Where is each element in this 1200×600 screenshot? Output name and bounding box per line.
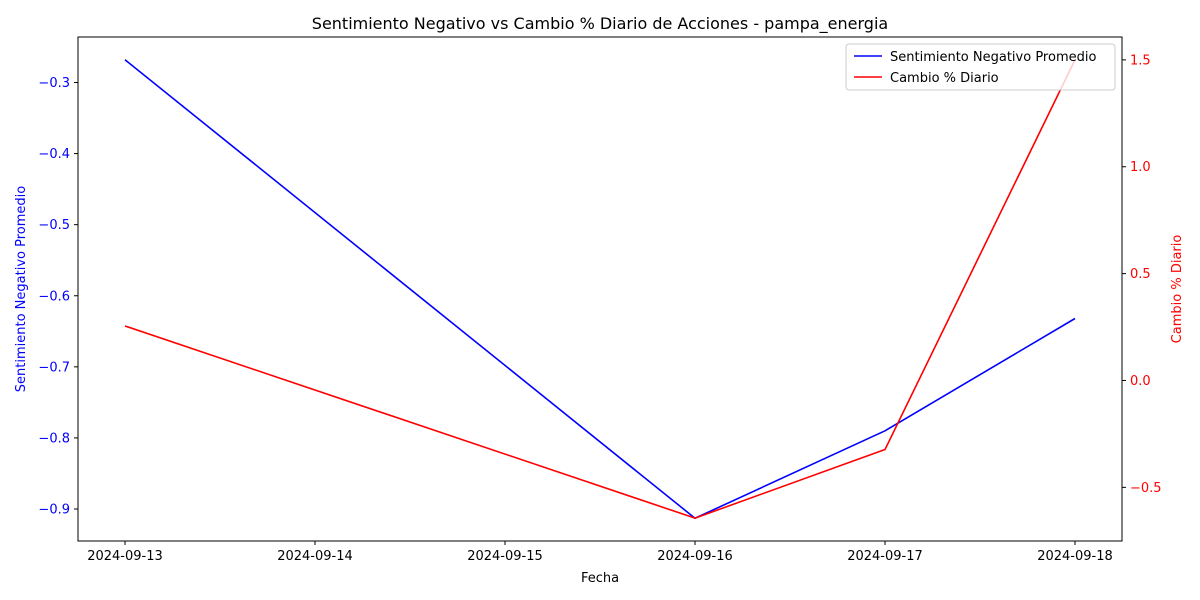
- y-right-tick-label: −0.5: [1130, 481, 1162, 496]
- x-tick-label: 2024-09-17: [847, 549, 923, 564]
- chart-title: Sentimiento Negativo vs Cambio % Diario …: [312, 14, 888, 34]
- y-axis-right-label: Cambio % Diario: [1170, 235, 1185, 344]
- y-left-tick-label: −0.4: [38, 147, 70, 162]
- legend: Sentimiento Negativo Promedio Cambio % Di…: [845, 43, 1116, 91]
- legend-label: Sentimiento Negativo Promedio: [890, 50, 1096, 65]
- x-axis-label: Fecha: [581, 571, 619, 586]
- y-left-tick-label: −0.9: [38, 503, 70, 518]
- y-left-tick-label: −0.3: [38, 76, 70, 91]
- plot-frame: [77, 36, 1123, 542]
- y-left-tick-label: −0.6: [38, 289, 70, 304]
- y-axis-left-label: Sentimiento Negativo Promedio: [14, 186, 29, 392]
- legend-box: [845, 43, 1116, 91]
- x-tick-label: 2024-09-14: [277, 549, 353, 564]
- x-tick-label: 2024-09-16: [657, 549, 733, 564]
- series-line-cambio-diario: [124, 59, 1076, 519]
- y-left-tick-label: −0.8: [38, 431, 70, 446]
- y-left-tick-label: −0.7: [38, 360, 70, 375]
- y-left-tick-label: −0.5: [38, 218, 70, 233]
- x-tick-label: 2024-09-18: [1037, 549, 1113, 564]
- x-tick-label: 2024-09-13: [87, 549, 163, 564]
- y-right-tick-label: 1.0: [1130, 160, 1151, 175]
- legend-label: Cambio % Diario: [890, 71, 999, 86]
- y-right-tick-label: 1.5: [1130, 53, 1151, 68]
- series-line-sentimiento-negativo: [124, 59, 1076, 520]
- y-right-tick-label: 0.0: [1130, 374, 1151, 389]
- plot-area: 2024-09-13 2024-09-14 2024-09-15 2024-09-16…: [38, 36, 1162, 564]
- x-tick-label: 2024-09-15: [467, 549, 543, 564]
- y-right-tick-label: 0.5: [1130, 267, 1151, 282]
